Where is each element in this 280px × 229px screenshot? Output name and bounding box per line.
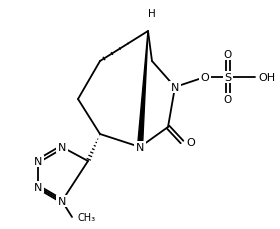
Text: O: O [224, 95, 232, 105]
Text: N: N [34, 182, 42, 192]
Text: O: O [201, 73, 209, 83]
Text: O: O [224, 50, 232, 60]
Polygon shape [137, 32, 148, 147]
Text: S: S [225, 73, 232, 83]
Text: H: H [148, 9, 156, 19]
Text: N: N [58, 142, 66, 152]
Text: CH₃: CH₃ [77, 212, 95, 222]
Text: N: N [136, 142, 144, 152]
Text: N: N [34, 156, 42, 166]
Text: O: O [186, 137, 195, 147]
Text: N: N [171, 83, 179, 93]
Text: OH: OH [258, 73, 275, 83]
Text: N: N [58, 196, 66, 206]
